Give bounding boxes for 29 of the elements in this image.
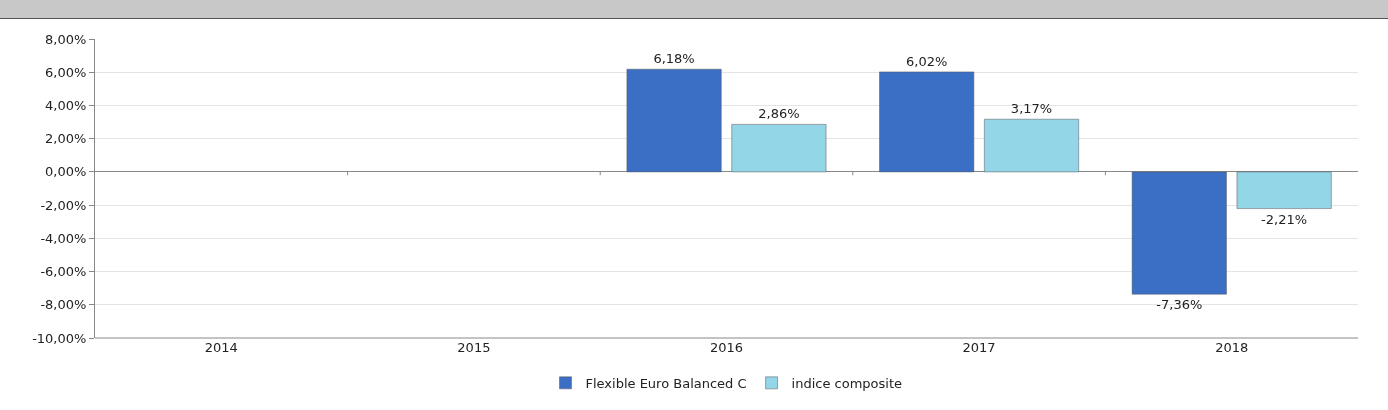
x-tick-label: 2017 bbox=[962, 340, 996, 355]
bar bbox=[984, 118, 1079, 173]
bar bbox=[626, 68, 722, 173]
y-tick-label: -4,00% bbox=[40, 230, 87, 246]
data-label: 3,17% bbox=[1010, 101, 1053, 117]
data-label: -2,21% bbox=[1261, 211, 1308, 227]
x-tick-label: 2018 bbox=[1215, 340, 1249, 355]
y-tick-label: -10,00% bbox=[32, 330, 87, 346]
y-tick-label: 0,00% bbox=[45, 164, 87, 180]
legend-label: indice composite bbox=[791, 375, 903, 391]
y-tick-label: 2,00% bbox=[45, 131, 87, 147]
data-label: 6,02% bbox=[906, 53, 948, 69]
bar bbox=[1236, 171, 1332, 209]
x-tick-label: 2016 bbox=[709, 340, 744, 355]
bar bbox=[1131, 171, 1227, 295]
data-label: -7,36% bbox=[1156, 297, 1203, 313]
bar bbox=[879, 71, 975, 173]
x-tick-label: 2014 bbox=[204, 340, 238, 355]
y-tick-label: -6,00% bbox=[40, 264, 87, 280]
y-tick-label: 6,00% bbox=[45, 64, 87, 80]
y-tick-label: 4,00% bbox=[45, 97, 87, 113]
legend-label: Flexible Euro Balanced C bbox=[585, 375, 747, 391]
y-tick-label: -8,00% bbox=[40, 297, 87, 313]
bar bbox=[731, 124, 827, 173]
x-tick-label: 2015 bbox=[457, 340, 491, 355]
data-label: 6,18% bbox=[653, 51, 695, 67]
data-label: 2,86% bbox=[758, 106, 800, 122]
y-tick-label: 8,00% bbox=[45, 31, 87, 47]
y-tick-label: -2,00% bbox=[40, 197, 87, 213]
